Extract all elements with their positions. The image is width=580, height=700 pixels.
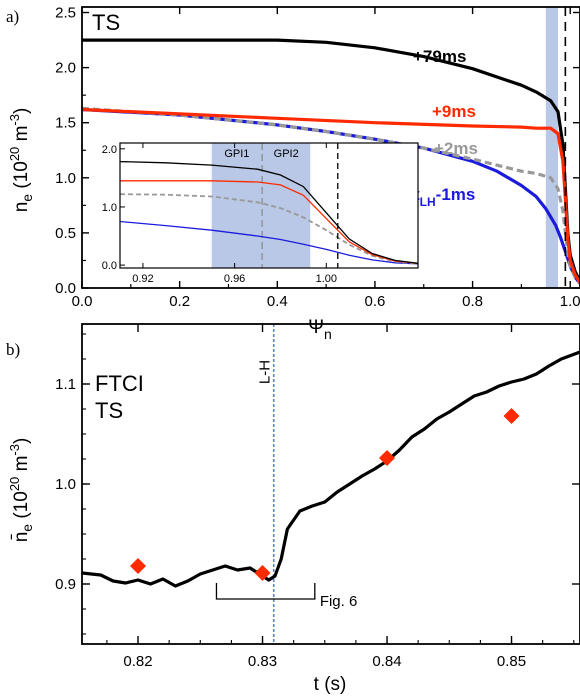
inset-series-line-9ms: [120, 180, 418, 264]
panel-a: 0.0 0.2 0.4 0.6 0.8 1.00.00.51.01.52.02.5 TS …: [7, 5, 580, 342]
series-line-9ms: [82, 107, 580, 284]
panel-b-xlabel: t (s): [314, 674, 347, 695]
ts-point: [379, 450, 396, 466]
panel-b-tag: b): [6, 340, 20, 359]
gpi-shaded-region: [211, 143, 311, 268]
y-tick-label: 0.5: [55, 225, 76, 242]
b-x-tick-label: 0.83: [248, 653, 277, 670]
b-x-tick-label: 0.85: [497, 653, 526, 670]
y-tick-label: 1.0: [55, 170, 76, 187]
lh-label: L-H: [257, 360, 274, 384]
label-tlh: tLH-1ms: [414, 185, 475, 209]
inset-frame: [119, 142, 419, 269]
y-tick-label: 2.5: [55, 5, 76, 22]
panel-a-frame: [81, 6, 580, 289]
b-x-tick-label: 0.82: [123, 653, 152, 670]
y-tick-label: 1.5: [55, 115, 76, 132]
x-tick-label: 0.8: [462, 293, 483, 310]
ts-point: [254, 565, 271, 581]
x-tick-label: 0.0: [72, 293, 93, 310]
panel-a-ylabel: ne (1020 m-3): [7, 108, 35, 213]
panel-b-ylabel: n̄e (1020 m-3): [7, 438, 35, 543]
inset-y-tick-label: 0.0: [102, 260, 117, 272]
inset-series-line-2ms: [120, 193, 418, 265]
inset-series-line-79ms: [120, 160, 418, 264]
label-9ms: +9ms: [432, 102, 476, 121]
shaded-region: [545, 7, 559, 288]
x-tick-label: 0.6: [365, 293, 386, 310]
x-tick-label: 0.4: [267, 293, 288, 310]
label-2ms: +2ms: [434, 139, 478, 158]
inset-x-tick-label: 0.96: [224, 273, 245, 285]
b-x-tick-label: 0.84: [372, 653, 401, 670]
legend-ftci: FTCI: [95, 371, 144, 396]
y-tick-label: 0.0: [55, 280, 76, 297]
legend-ts: TS: [95, 398, 123, 423]
inset-x-tick-label: 0.92: [132, 273, 153, 285]
ts-point: [130, 558, 147, 574]
fig6-label: Fig. 6: [320, 593, 358, 610]
panel-a-xlabel: Ψn: [308, 317, 332, 342]
series-line-ftci: [82, 350, 580, 588]
inset-x-tick-label: 1.00: [316, 273, 337, 285]
gpi2-label: GPI2: [274, 148, 299, 160]
b-y-tick-label: 0.9: [55, 576, 76, 593]
inset-series-line-tlh-1ms: [120, 220, 418, 265]
panel-b: L-H Fig. 6 0.82 0.83 0.84 0.85 0.9 1.0 1.1 FTC…: [7, 323, 580, 695]
inset-plot: 0.92 0.96 1.00 0.0 1.0 2.0 GPI1 GPI2: [102, 142, 419, 285]
panel-a-title: TS: [92, 10, 120, 35]
gpi1-label: GPI1: [224, 148, 249, 160]
fig6-bracket: [215, 583, 316, 600]
ts-point: [503, 408, 520, 424]
panel-a-tag: a): [6, 7, 19, 26]
label-79ms: +79ms: [413, 47, 466, 66]
y-tick-label: 2.0: [55, 60, 76, 77]
inset-y-tick-label: 2.0: [102, 144, 117, 156]
x-tick-label: 1.0: [560, 293, 580, 310]
x-tick-label: 0.2: [169, 293, 190, 310]
b-y-tick-label: 1.1: [55, 376, 76, 393]
b-y-tick-label: 1.0: [55, 476, 76, 493]
inset-y-tick-label: 1.0: [102, 202, 117, 214]
